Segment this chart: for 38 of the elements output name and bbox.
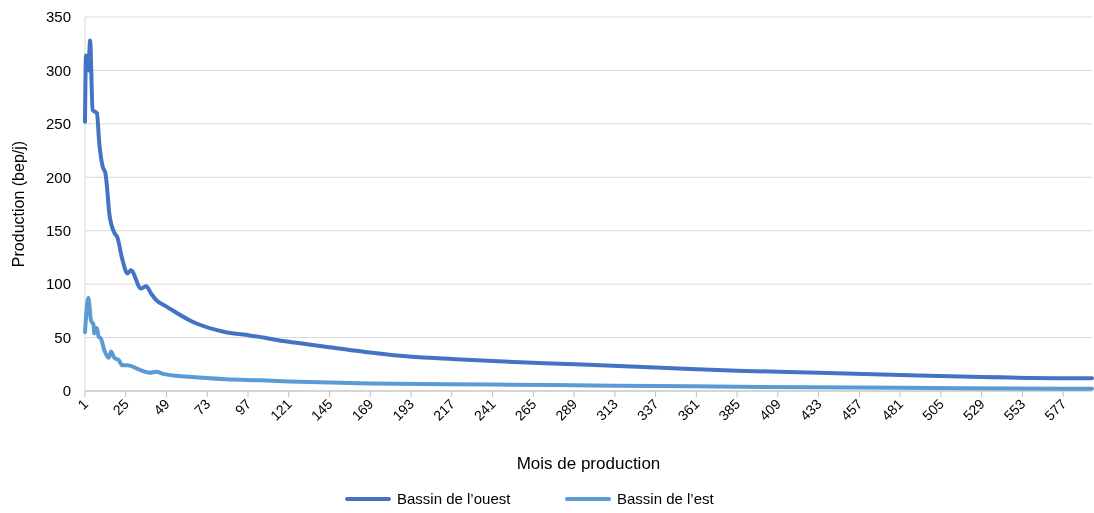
x-tick-label: 145: [307, 395, 336, 424]
x-tick-label: 73: [191, 395, 214, 419]
x-tick-label: 361: [674, 395, 703, 424]
x-tick-label: 265: [511, 395, 540, 424]
line-series: [83, 38, 1094, 381]
x-tick-label: 241: [470, 395, 499, 424]
y-tick-label: 50: [54, 328, 71, 346]
y-axis-title: Production (bep/j): [10, 140, 27, 268]
y-tick-label: 100: [45, 275, 71, 293]
x-tick-label: 505: [919, 395, 948, 424]
x-axis-title: Mois de production: [516, 454, 661, 473]
y-tick-label: 250: [45, 115, 71, 133]
y-tick-label: 300: [45, 61, 71, 79]
y-tick-label: 0: [62, 382, 71, 400]
x-tick-label: 193: [389, 395, 418, 424]
x-tick-label: 385: [715, 395, 744, 424]
x-tick-label: 97: [231, 395, 255, 419]
x-tick-label: 121: [267, 395, 296, 424]
x-tick-label: 217: [430, 395, 459, 424]
x-tick-label: 409: [756, 395, 785, 424]
x-tick-label: 25: [109, 395, 133, 419]
x-tick-label: 529: [959, 395, 988, 424]
x-tick-label: 481: [878, 395, 907, 424]
y-tick-label: 200: [45, 168, 71, 186]
x-tick-label: 457: [837, 395, 866, 424]
legend-label: Bassin de l’ouest: [397, 490, 512, 508]
x-tick-label: 289: [552, 395, 581, 424]
y-tick-label: 150: [45, 221, 71, 239]
x-tick-label: 433: [796, 395, 825, 424]
x-tick-label: 553: [1000, 395, 1029, 424]
x-tick-label: 169: [348, 395, 377, 424]
x-tick-label: 1: [74, 395, 92, 413]
x-tick-label: 337: [633, 395, 662, 424]
y-tick-label: 350: [45, 8, 71, 26]
x-tick-label: 49: [150, 395, 173, 419]
legend-label: Bassin de l’est: [617, 490, 715, 508]
x-tick-label: 313: [593, 395, 622, 424]
x-tick-label: 577: [1041, 395, 1070, 424]
